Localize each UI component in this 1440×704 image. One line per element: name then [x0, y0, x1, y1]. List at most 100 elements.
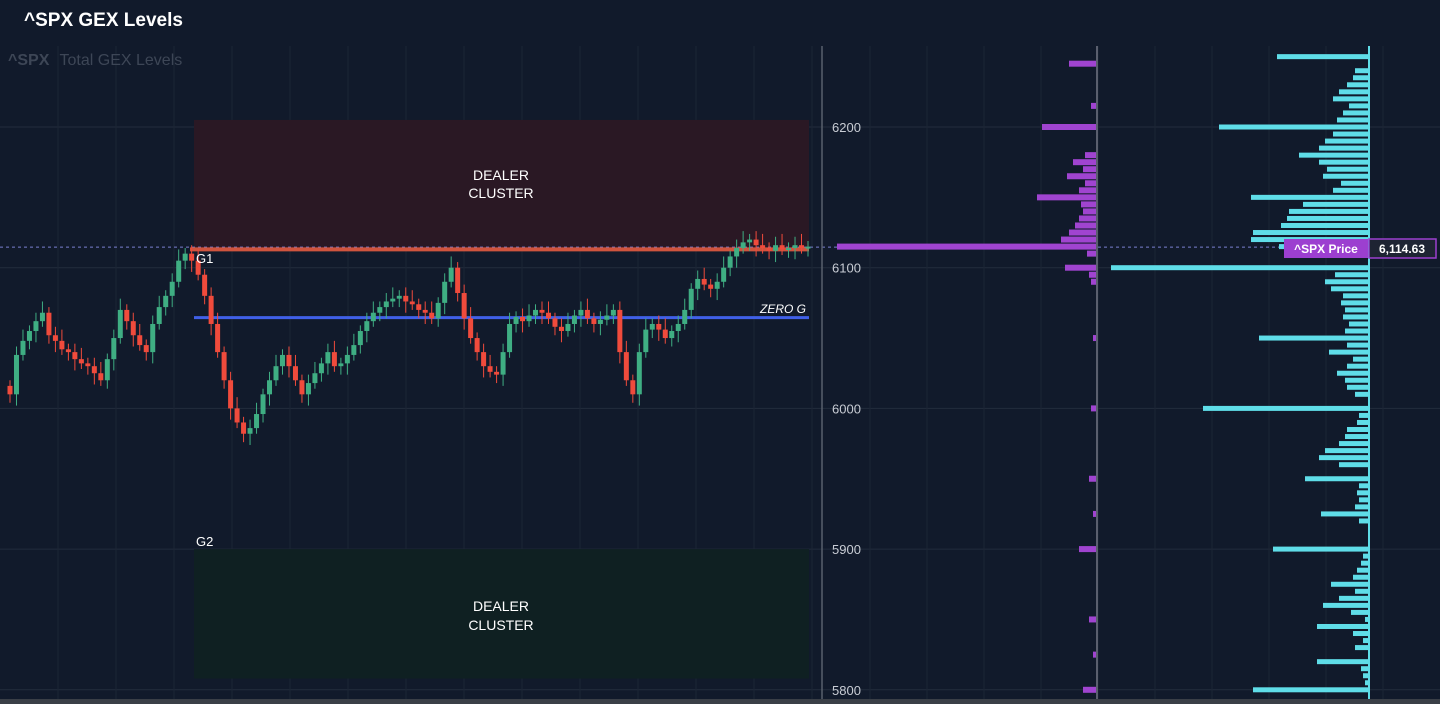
candle-body	[156, 307, 162, 324]
candle-body	[435, 302, 441, 319]
candle-body	[318, 363, 324, 374]
candle-body	[786, 248, 792, 251]
watermark-text: Total GEX Levels	[60, 52, 183, 69]
candle-body	[533, 309, 539, 316]
candle-body	[442, 281, 448, 303]
gex-purple-bar	[1069, 229, 1097, 236]
candle-body	[299, 380, 305, 395]
candle-body	[124, 309, 130, 322]
candle-body	[241, 422, 247, 434]
candle-body	[747, 239, 753, 243]
candle-body	[20, 340, 26, 355]
gex-cyan-bar	[1331, 286, 1369, 292]
upper-dealer-cluster-zone	[194, 119, 809, 251]
price-badge-value: 6,114.63	[1379, 242, 1425, 256]
gex-cyan-bar	[1333, 96, 1369, 102]
gex-cyan-bar	[1321, 511, 1369, 517]
gex-cyan-bar	[1339, 89, 1369, 95]
candle-body	[117, 309, 123, 339]
candle-body	[91, 366, 97, 374]
candle-body	[195, 260, 201, 275]
price-badge-label-bg	[1284, 239, 1368, 258]
y-tick-label: 5800	[832, 683, 861, 698]
candle-body	[597, 319, 603, 324]
candle-body	[721, 267, 727, 282]
candle-body	[422, 309, 428, 313]
gex-cyan-bar	[1329, 349, 1369, 355]
gex-cyan-bar	[1343, 314, 1369, 320]
lower-zone-label-line2: CLUSTER	[468, 617, 533, 633]
gex-purple-bar	[1089, 616, 1097, 623]
price-badge-label: ^SPX Price	[1294, 242, 1358, 256]
candle-body	[429, 312, 435, 319]
candle-body	[254, 414, 260, 429]
gex-purple-bar	[1079, 215, 1097, 222]
bottom-scrollbar[interactable]	[0, 699, 1440, 704]
candle-body	[286, 354, 292, 367]
gex-cyan-bar	[1345, 377, 1369, 383]
gex-cyan-bar	[1273, 546, 1369, 552]
candle-body	[215, 323, 221, 353]
candle-body	[740, 242, 746, 249]
candle-body	[137, 335, 143, 346]
gex-cyan-bar	[1341, 180, 1369, 186]
gex-cyan-bar	[1305, 476, 1369, 482]
gex-cyan-bar	[1339, 595, 1369, 601]
gex-cyan-bar	[1347, 384, 1369, 390]
candle-body	[539, 309, 545, 313]
candle-body	[779, 245, 785, 250]
candle-body	[46, 312, 52, 336]
gex-cyan-bar	[1345, 434, 1369, 440]
candle-body	[727, 256, 733, 268]
candle-body	[364, 321, 370, 332]
gex-cyan-bar	[1253, 230, 1369, 236]
gex-cyan-bar	[1349, 321, 1369, 327]
lower-zone-label-line1: DEALER	[473, 598, 529, 614]
candle-body	[669, 331, 675, 339]
y-tick-label: 6200	[832, 120, 861, 135]
gex-cyan-bar	[1333, 187, 1369, 193]
candle-body	[305, 383, 311, 395]
candle-body	[507, 323, 513, 353]
candle-body	[247, 428, 253, 434]
gex-cyan-bar	[1323, 173, 1369, 179]
candle-body	[481, 352, 487, 367]
gex-cyan-bar	[1365, 680, 1369, 686]
candle-body	[520, 316, 526, 322]
gex-cyan-bar	[1353, 574, 1369, 580]
gex-cyan-bar	[1359, 497, 1369, 503]
gex-cyan-bar	[1355, 504, 1369, 510]
upper-zone-label-line2: CLUSTER	[468, 185, 533, 201]
price-badge-value-bg	[1368, 238, 1437, 259]
gex-purple-bar	[1079, 546, 1097, 553]
candle-body	[455, 267, 461, 294]
candle-body	[558, 326, 564, 332]
candle-body	[701, 278, 707, 285]
candle-body	[130, 321, 136, 336]
candle-body	[176, 260, 182, 282]
gex-cyan-bar	[1357, 419, 1369, 425]
gex-cyan-bar	[1363, 553, 1369, 559]
gex-purple-bar	[1085, 180, 1097, 187]
gex-purple-bar	[1067, 173, 1097, 180]
gex-cyan-bar	[1339, 462, 1369, 468]
candle-body	[799, 245, 805, 249]
gex-cyan-bar	[1357, 490, 1369, 496]
upper-zone-label-line1: DEALER	[473, 167, 529, 183]
candle-body	[766, 248, 772, 251]
gex-cyan-bar	[1337, 117, 1369, 123]
gex-cyan-bar	[1253, 687, 1369, 693]
candle-body	[565, 323, 571, 332]
candle-body	[753, 239, 759, 246]
gex-purple-bar	[1085, 152, 1097, 159]
gex-cyan-bar	[1299, 152, 1369, 158]
candle-body	[182, 253, 188, 261]
g2-label: G2	[196, 534, 213, 549]
gex-cyan-bar	[1303, 201, 1369, 207]
candle-body	[163, 295, 169, 308]
candle-body	[617, 309, 623, 353]
gex-purple-bar	[1091, 278, 1097, 285]
gex-cyan-bar	[1355, 588, 1369, 594]
candle-body	[630, 380, 636, 395]
